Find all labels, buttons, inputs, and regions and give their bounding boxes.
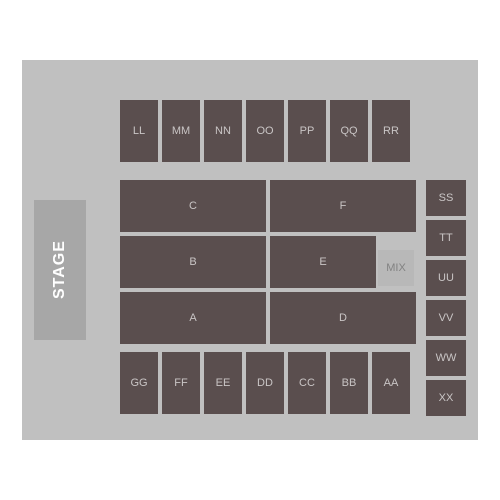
section-MM[interactable]: MM <box>162 100 200 162</box>
section-TT[interactable]: TT <box>426 220 466 256</box>
section-FF[interactable]: FF <box>162 352 200 414</box>
section-BB[interactable]: BB <box>330 352 368 414</box>
section-EE[interactable]: EE <box>204 352 242 414</box>
section-CC[interactable]: CC <box>288 352 326 414</box>
section-F[interactable]: F <box>270 180 416 232</box>
section-B[interactable]: B <box>120 236 266 288</box>
section-RR[interactable]: RR <box>372 100 410 162</box>
section-VV[interactable]: VV <box>426 300 466 336</box>
seating-chart: STAGE LLMMNNOOPPQQRR GGFFEEDDCCBBAA SS TT UU V… <box>22 60 478 440</box>
section-AA[interactable]: AA <box>372 352 410 414</box>
section-SS[interactable]: SS <box>426 180 466 216</box>
section-WW[interactable]: WW <box>426 340 466 376</box>
section-LL[interactable]: LL <box>120 100 158 162</box>
section-DD[interactable]: DD <box>246 352 284 414</box>
section-D[interactable]: D <box>270 292 416 344</box>
section-XX[interactable]: XX <box>426 380 466 416</box>
section-C[interactable]: C <box>120 180 266 232</box>
section-OO[interactable]: OO <box>246 100 284 162</box>
mix-booth: MIX <box>378 250 414 286</box>
section-NN[interactable]: NN <box>204 100 242 162</box>
section-UU[interactable]: UU <box>426 260 466 296</box>
section-GG[interactable]: GG <box>120 352 158 414</box>
section-E[interactable]: E <box>270 236 376 288</box>
section-QQ[interactable]: QQ <box>330 100 368 162</box>
section-A[interactable]: A <box>120 292 266 344</box>
stage: STAGE <box>34 200 86 340</box>
section-PP[interactable]: PP <box>288 100 326 162</box>
